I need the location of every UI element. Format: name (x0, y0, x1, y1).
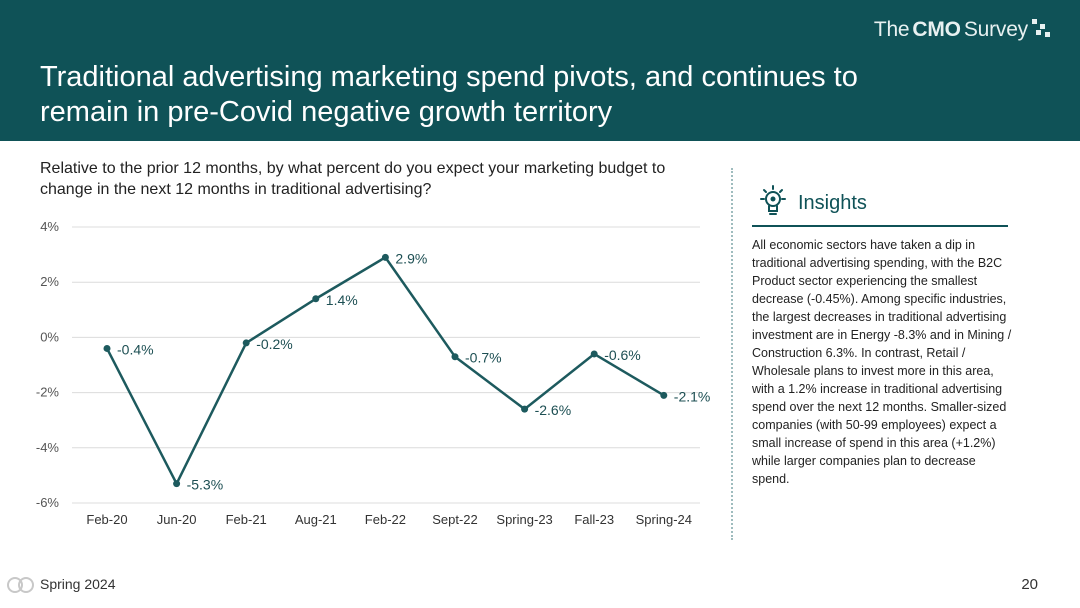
data-point (312, 295, 320, 303)
data-point (103, 344, 111, 352)
y-tick-label: -6% (36, 495, 60, 510)
section-divider (731, 168, 733, 540)
footer-edition: Spring 2024 (40, 576, 116, 592)
data-point (173, 480, 181, 488)
lightbulb-icon (756, 184, 790, 223)
data-label: -2.6% (535, 402, 572, 418)
data-label: -0.2% (256, 336, 293, 352)
data-label: -0.6% (604, 347, 641, 363)
x-tick-label: Spring-24 (636, 512, 692, 527)
data-point (242, 339, 250, 347)
data-label: -5.3% (187, 477, 224, 493)
x-tick-label: Fall-23 (574, 512, 614, 527)
insights-rule (752, 225, 1008, 227)
y-tick-label: 4% (40, 219, 59, 234)
data-point (521, 405, 529, 413)
insights-body: All economic sectors have taken a dip in… (752, 238, 1012, 486)
insights-header: Insights (756, 184, 867, 223)
header-banner: The CMO Survey Traditional advertising m… (0, 0, 1080, 141)
data-point (381, 253, 389, 261)
line-chart: 4% 2% 0% -2% -4% -6% Feb-20 Jun-20 Feb-21 Aug-21 F… (36, 219, 711, 527)
data-label: 1.4% (326, 292, 358, 308)
data-point (590, 350, 598, 358)
brand-cmo: CMO (912, 18, 961, 41)
data-point (451, 353, 459, 361)
y-tick-label: -4% (36, 440, 60, 455)
y-tick-label: 2% (40, 274, 59, 289)
brand-logo: The CMO Survey (874, 18, 1054, 42)
brand-dots-icon (1032, 19, 1054, 41)
page-title: Traditional advertising marketing spend … (40, 61, 858, 128)
x-tick-label: Spring-23 (496, 512, 552, 527)
y-tick-label: -2% (36, 385, 60, 400)
watermark-icon (6, 574, 36, 601)
insights-title: Insights (798, 192, 867, 214)
x-tick-label: Feb-20 (86, 512, 127, 527)
data-label: -2.1% (674, 388, 711, 404)
data-point (660, 391, 668, 399)
brand-survey: Survey (963, 18, 1028, 41)
x-tick-label: Jun-20 (157, 512, 197, 527)
x-tick-label: Feb-22 (365, 512, 406, 527)
data-label: -0.7% (465, 350, 502, 366)
data-label: -0.4% (117, 341, 154, 357)
page-number: 20 (1021, 576, 1038, 593)
chart-question: Relative to the prior 12 months, by what… (40, 160, 666, 198)
brand-the: The (873, 18, 910, 41)
x-tick-label: Feb-21 (226, 512, 267, 527)
series-line (105, 256, 665, 485)
data-label: 2.9% (395, 250, 427, 266)
x-tick-label: Sept-22 (432, 512, 478, 527)
x-tick-label: Aug-21 (295, 512, 337, 527)
y-tick-label: 0% (40, 329, 59, 344)
